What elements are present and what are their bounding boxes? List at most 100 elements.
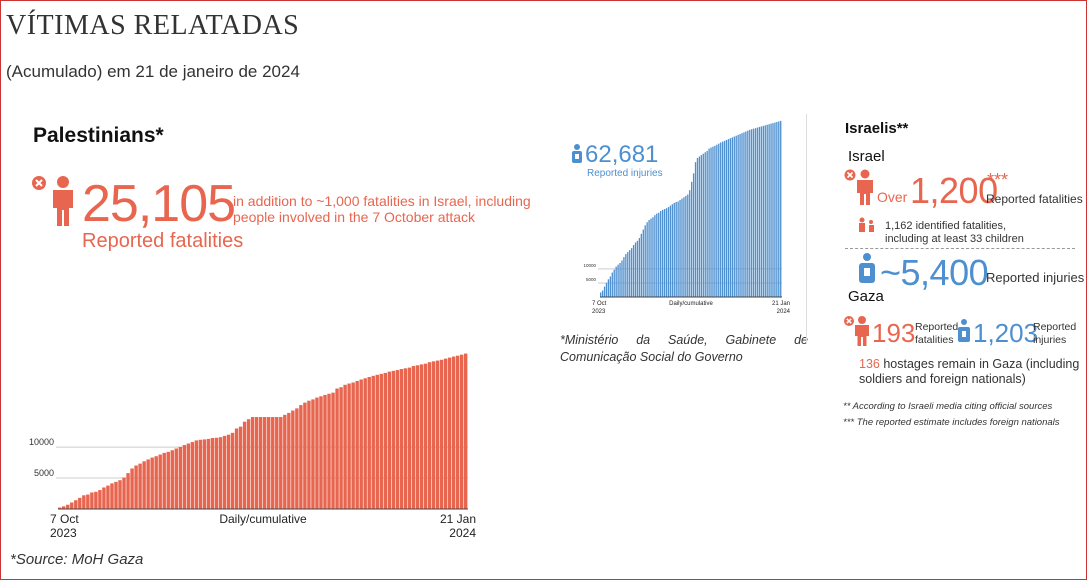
footnote-2: *** The reported estimate includes forei… (843, 417, 1060, 428)
chart-bar (206, 438, 211, 509)
chart-bar (303, 402, 307, 509)
chart-bar (778, 121, 780, 298)
chart-bar (254, 417, 259, 509)
chart-bar (331, 392, 335, 509)
chart-bar (758, 127, 761, 298)
ministry-source: *Ministério da Saúde, Gabinete de (560, 333, 808, 347)
fatalities-stars: *** (987, 170, 1009, 190)
chart-bar (138, 463, 142, 509)
chart-bar (756, 127, 759, 297)
person-fatality-icon (844, 316, 869, 346)
chart-bar (629, 250, 631, 297)
palestinian-injuries-number: 62,681 (585, 141, 659, 168)
chart-bar (721, 141, 724, 297)
chart-bar (291, 410, 295, 509)
chart-bar (634, 242, 637, 297)
chart-bar (776, 121, 778, 297)
chart-bar (764, 125, 766, 297)
chart-bar (727, 139, 730, 297)
chart-bar (226, 434, 231, 509)
chart-bar (335, 388, 339, 509)
chart-bar (681, 198, 683, 297)
chart-bar (295, 408, 299, 509)
chart-bar (86, 494, 90, 509)
x-tick-label: 2024 (777, 309, 791, 315)
chart-bar (279, 417, 283, 509)
chart-bar (419, 364, 424, 509)
chart-bar (439, 359, 444, 509)
chart-bar (170, 450, 174, 509)
chart-bar (250, 417, 255, 509)
chart-bar (78, 497, 82, 509)
palestinian-fatalities-number: 25,105 (82, 175, 236, 233)
palestinian-injuries-label: Reported injuries (587, 168, 663, 179)
gaza-subheading: Gaza (848, 288, 884, 305)
chart-bar (70, 502, 74, 509)
chart-bar (737, 134, 739, 297)
chart-bar (190, 442, 195, 509)
person-injured-icon (958, 319, 970, 342)
chart-bar (625, 254, 627, 297)
y-tick-label: 5000 (586, 277, 597, 282)
hostages-text: hostages remain in Gaza (including (883, 357, 1080, 371)
chart-bar (735, 135, 737, 297)
chart-bar (718, 143, 720, 297)
chart-bar (110, 483, 114, 509)
chart-bar (654, 215, 656, 297)
chart-bar (652, 217, 654, 297)
gaza-injuries-label-2: injuries (1033, 334, 1067, 346)
ministry-source-line2: Comunicação Social do Governo (560, 350, 743, 364)
chart-bar (638, 238, 641, 297)
palestinians-heading: Palestinians* (33, 124, 164, 147)
chart-bar (706, 150, 708, 297)
chart-bar (323, 394, 327, 509)
chart-bar (403, 368, 408, 509)
injuries-chart: 5000 10000 7 Oct 2023 21 Jan 2024 Daily/cumula… (583, 120, 791, 315)
chart-bar (712, 146, 714, 297)
chart-bar (723, 140, 726, 297)
chart-bar (162, 452, 166, 509)
chart-bar (363, 378, 367, 509)
y-tick-label: 10000 (583, 263, 596, 268)
chart-bar (673, 202, 675, 297)
chart-bar (383, 372, 388, 509)
chart-bar (679, 200, 681, 297)
chart-bar (600, 292, 602, 297)
chart-bar (142, 461, 146, 509)
chart-bar (94, 491, 98, 509)
y-tick-label: 5000 (34, 468, 54, 478)
chart-bar (258, 417, 263, 509)
chart-bar (696, 157, 699, 297)
chart-bar (451, 356, 456, 509)
chart-bar (702, 153, 704, 297)
chart-bar (623, 257, 625, 297)
chart-bar (371, 375, 375, 509)
chart-bar (327, 393, 331, 509)
x-tick-label: 2023 (592, 309, 606, 315)
chart-bar (621, 260, 623, 297)
chart-bar (178, 446, 183, 509)
chart-bar (431, 361, 436, 509)
chart-bar (671, 204, 673, 297)
chart-bar (150, 457, 154, 509)
hostages-number: 136 (859, 357, 880, 371)
chart-bar (636, 240, 639, 297)
chart-bar (198, 439, 203, 509)
chart-bar (415, 365, 420, 509)
chart-bar (411, 366, 416, 509)
chart-bar (166, 451, 170, 509)
chart-bar (698, 156, 701, 297)
chart-bar (754, 128, 757, 297)
person-fatality-icon (32, 176, 73, 226)
chart-bar (182, 445, 187, 509)
chart-bar (603, 286, 606, 297)
chart-bar (299, 405, 303, 509)
chart-bar (118, 480, 122, 509)
chart-bar (685, 195, 687, 297)
chart-bar (283, 414, 287, 509)
chart-bar (58, 507, 62, 509)
chart-bar (194, 440, 199, 509)
chart-bar (689, 190, 691, 297)
chart-bar (222, 435, 227, 509)
chart-bar (617, 264, 619, 297)
